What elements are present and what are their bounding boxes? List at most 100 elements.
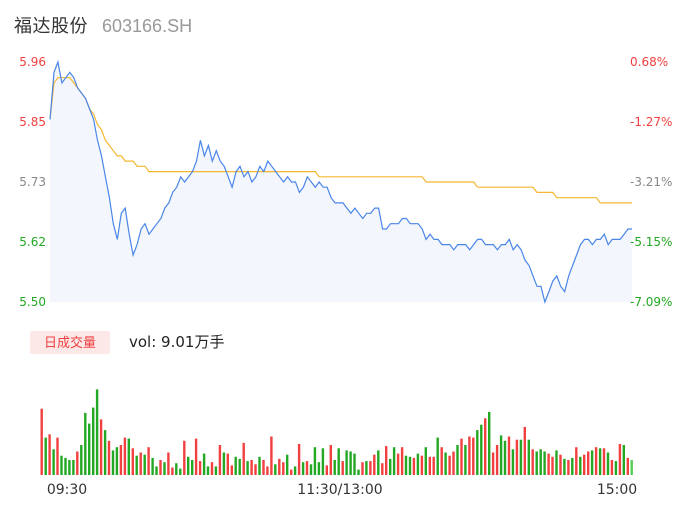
- volume-bar: [179, 468, 182, 475]
- volume-bar: [472, 437, 475, 475]
- volume-bar: [531, 449, 534, 475]
- volume-bar: [404, 455, 408, 475]
- y-right-tick-label: -5.15%: [630, 235, 672, 249]
- volume-bar: [297, 444, 301, 475]
- volume-bar: [262, 460, 265, 475]
- volume-bar: [614, 461, 618, 475]
- volume-bar: [400, 447, 404, 475]
- volume-bar: [333, 460, 336, 475]
- volume-bar: [424, 447, 427, 475]
- volume-bar: [440, 447, 443, 475]
- volume-bar: [111, 450, 115, 475]
- volume-bar: [547, 453, 550, 475]
- volume-bar: [99, 419, 103, 475]
- y-right-tick-label: -1.27%: [630, 115, 672, 129]
- volume-badge-label: 日成交量: [44, 335, 96, 351]
- volume-bar: [381, 463, 384, 475]
- volume-bar: [385, 446, 388, 475]
- volume-bar: [563, 458, 566, 475]
- volume-bar: [301, 462, 305, 475]
- price-area-fill: [50, 62, 632, 302]
- volume-bar: [587, 451, 590, 475]
- volume-bar: [321, 448, 325, 476]
- volume-bar: [543, 451, 546, 475]
- volume-bar: [606, 452, 610, 475]
- volume-bar: [187, 456, 190, 475]
- volume-bar: [345, 450, 348, 475]
- volume-bar: [444, 452, 447, 475]
- volume-bar: [329, 445, 332, 475]
- volume-bar: [420, 455, 424, 475]
- volume-bar: [258, 456, 261, 475]
- volume-bar: [159, 460, 162, 475]
- volume-bar: [313, 447, 317, 475]
- volume-bar: [92, 407, 95, 475]
- volume-bar: [610, 460, 614, 475]
- stock-header: 福达股份 603166.SH: [14, 12, 192, 40]
- volume-bar: [266, 466, 269, 475]
- volume-bar: [515, 439, 519, 475]
- volume-bar: [575, 447, 578, 475]
- volume-bar: [495, 445, 499, 475]
- volume-bar: [274, 464, 277, 475]
- volume-bar: [511, 449, 515, 475]
- volume-bar: [175, 463, 178, 475]
- volume-bar: [389, 458, 392, 475]
- volume-bar: [119, 445, 123, 475]
- volume-bar: [226, 453, 229, 475]
- volume-bar: [416, 453, 420, 475]
- y-right-tick-label: -3.21%: [630, 175, 672, 189]
- volume-bar: [214, 466, 218, 475]
- volume-bar: [567, 460, 570, 475]
- volume-bar: [325, 465, 328, 475]
- volume-bar: [436, 437, 439, 475]
- volume-bars: [40, 389, 633, 476]
- volume-bar: [317, 462, 321, 475]
- volume-bar: [222, 452, 226, 475]
- volume-bar: [602, 448, 606, 476]
- volume-bar: [559, 454, 562, 475]
- volume-bar: [408, 456, 412, 475]
- volume-bar: [491, 452, 495, 475]
- volume-bar: [95, 389, 99, 475]
- volume-bar: [171, 467, 174, 475]
- volume-bar: [52, 449, 55, 475]
- volume-bar: [464, 445, 467, 475]
- volume-bar: [590, 450, 594, 475]
- volume-bar: [40, 408, 43, 475]
- stock-name: 福达股份: [14, 16, 88, 37]
- volume-bar: [191, 460, 194, 475]
- volume-bar: [143, 454, 146, 475]
- volume-bar: [123, 437, 127, 475]
- volume-bar: [270, 436, 273, 475]
- volume-bar: [349, 451, 352, 475]
- volume-bar: [499, 435, 503, 475]
- volume-bar: [476, 430, 479, 475]
- volume-bar: [135, 455, 138, 475]
- volume-bar: [76, 451, 79, 475]
- volume-bar: [535, 451, 538, 475]
- volume-bar: [155, 466, 158, 475]
- volume-bar: [250, 460, 253, 475]
- volume-bar: [361, 462, 364, 475]
- volume-bar: [48, 434, 51, 475]
- volume-bar: [103, 430, 107, 475]
- volume-bar: [626, 457, 629, 475]
- volume-bar: [290, 469, 293, 475]
- volume-bar: [503, 440, 507, 475]
- volume-bar: [579, 456, 582, 475]
- volume-bar: [377, 450, 380, 475]
- volume-bar: [115, 447, 119, 475]
- volume-bar: [210, 462, 214, 475]
- volume-bar: [583, 454, 586, 475]
- y-left-tick-label: 5.50: [19, 295, 46, 309]
- volume-bar: [60, 455, 63, 475]
- volume-bar: [428, 456, 431, 475]
- volume-bar: [480, 424, 483, 475]
- volume-bar: [468, 436, 471, 475]
- volume-bar: [206, 466, 210, 475]
- volume-bar: [305, 461, 309, 475]
- volume-bar: [202, 453, 206, 475]
- volume-bar: [254, 464, 257, 475]
